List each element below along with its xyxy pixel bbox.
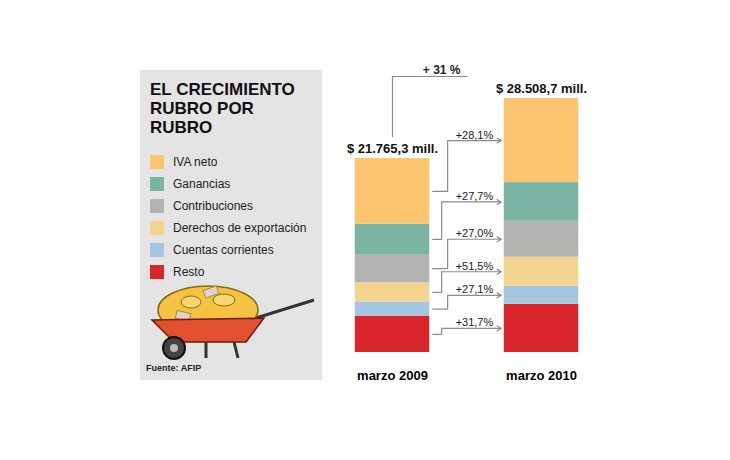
svg-text:marzo 2009: marzo 2009: [357, 368, 428, 383]
svg-text:+28,1%: +28,1%: [456, 129, 494, 141]
html-text:Ganancias: Ganancias: [173, 177, 231, 191]
svg-text:+27,1%: +27,1%: [456, 283, 494, 295]
html-text:Resto: Resto: [173, 265, 205, 279]
svg-text:+31,7%: +31,7%: [456, 316, 494, 328]
html-text:Derechos de exportación: Derechos de exportación: [173, 221, 307, 235]
html-text:IVA neto: IVA neto: [173, 155, 218, 169]
svg-text:marzo 2010: marzo 2010: [506, 368, 577, 383]
html-text:Contribuciones: Contribuciones: [173, 199, 253, 213]
svg-text:$ 21.765,3 mill.: $ 21.765,3 mill.: [347, 141, 438, 156]
svg-text:+27,7%: +27,7%: [456, 190, 494, 202]
html-text:Fuente: AFIP: Fuente: AFIP: [146, 363, 202, 373]
svg-text:+51,5%: +51,5%: [456, 260, 494, 272]
svg-text:+27,0%: +27,0%: [456, 227, 494, 239]
html-text:EL CRECIMIENTO RUBRO POR RUBRO: EL CRECIMIENTO RUBRO POR RUBRO: [150, 80, 295, 137]
html-text:Cuentas corrientes: Cuentas corrientes: [173, 243, 274, 257]
svg-text:$ 28.508,7 mill.: $ 28.508,7 mill.: [496, 81, 587, 96]
svg-text:+ 31 %: + 31 %: [423, 63, 461, 77]
